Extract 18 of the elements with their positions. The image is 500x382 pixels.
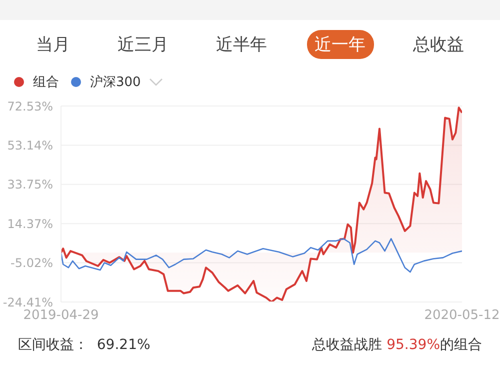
text: 近一年 (306, 30, 374, 58)
y-tick-label: 53.14% (7, 138, 53, 152)
text: 近三月 (116, 34, 170, 56)
text: 近半年 (214, 34, 268, 56)
x-tick-label: 2020-05-12 (424, 308, 500, 324)
y-tick-label: -5.02% (10, 256, 53, 270)
y-tick-label: 72.53% (7, 99, 53, 114)
y-tick-label: -24.41% (2, 295, 53, 310)
text: 总收益战胜 95.39%的组合 (312, 337, 482, 353)
legend-label: 组合 (32, 74, 59, 91)
text: 总收益 (412, 34, 466, 56)
y-tick-label: 14.37% (7, 216, 53, 231)
y-tick-label: 33.75% (7, 178, 53, 192)
text: 当月 (34, 34, 71, 56)
legend-label: 沪深300 (89, 74, 141, 91)
line-series (61, 238, 462, 273)
x-tick-label: 2019-04-29 (23, 308, 99, 324)
text: 区间收益： 69.21% (18, 336, 150, 354)
